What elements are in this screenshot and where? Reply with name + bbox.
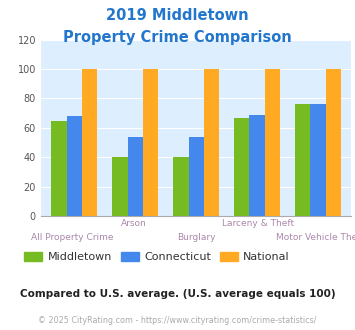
Text: All Property Crime: All Property Crime (31, 233, 113, 242)
Text: Compared to U.S. average. (U.S. average equals 100): Compared to U.S. average. (U.S. average … (20, 289, 335, 299)
Text: Burglary: Burglary (177, 233, 215, 242)
Text: Motor Vehicle Theft: Motor Vehicle Theft (277, 233, 355, 242)
Bar (51, 120, 67, 216)
Legend: Middletown, Connecticut, National: Middletown, Connecticut, National (20, 248, 294, 267)
Bar (310, 104, 326, 216)
Bar (189, 137, 204, 216)
Text: Larceny & Theft: Larceny & Theft (222, 219, 294, 228)
Bar (173, 157, 189, 216)
Bar (127, 137, 143, 216)
Bar (113, 157, 127, 216)
Bar (204, 69, 219, 216)
Text: © 2025 CityRating.com - https://www.cityrating.com/crime-statistics/: © 2025 CityRating.com - https://www.city… (38, 316, 317, 325)
Text: Arson: Arson (121, 219, 147, 228)
Bar (250, 115, 265, 216)
Bar (326, 69, 341, 216)
Bar (82, 69, 97, 216)
Text: 2019 Middletown: 2019 Middletown (106, 8, 249, 23)
Text: Property Crime Comparison: Property Crime Comparison (63, 30, 292, 45)
Bar (143, 69, 158, 216)
Bar (234, 117, 250, 216)
Bar (265, 69, 280, 216)
Bar (67, 116, 82, 216)
Bar (295, 104, 310, 216)
